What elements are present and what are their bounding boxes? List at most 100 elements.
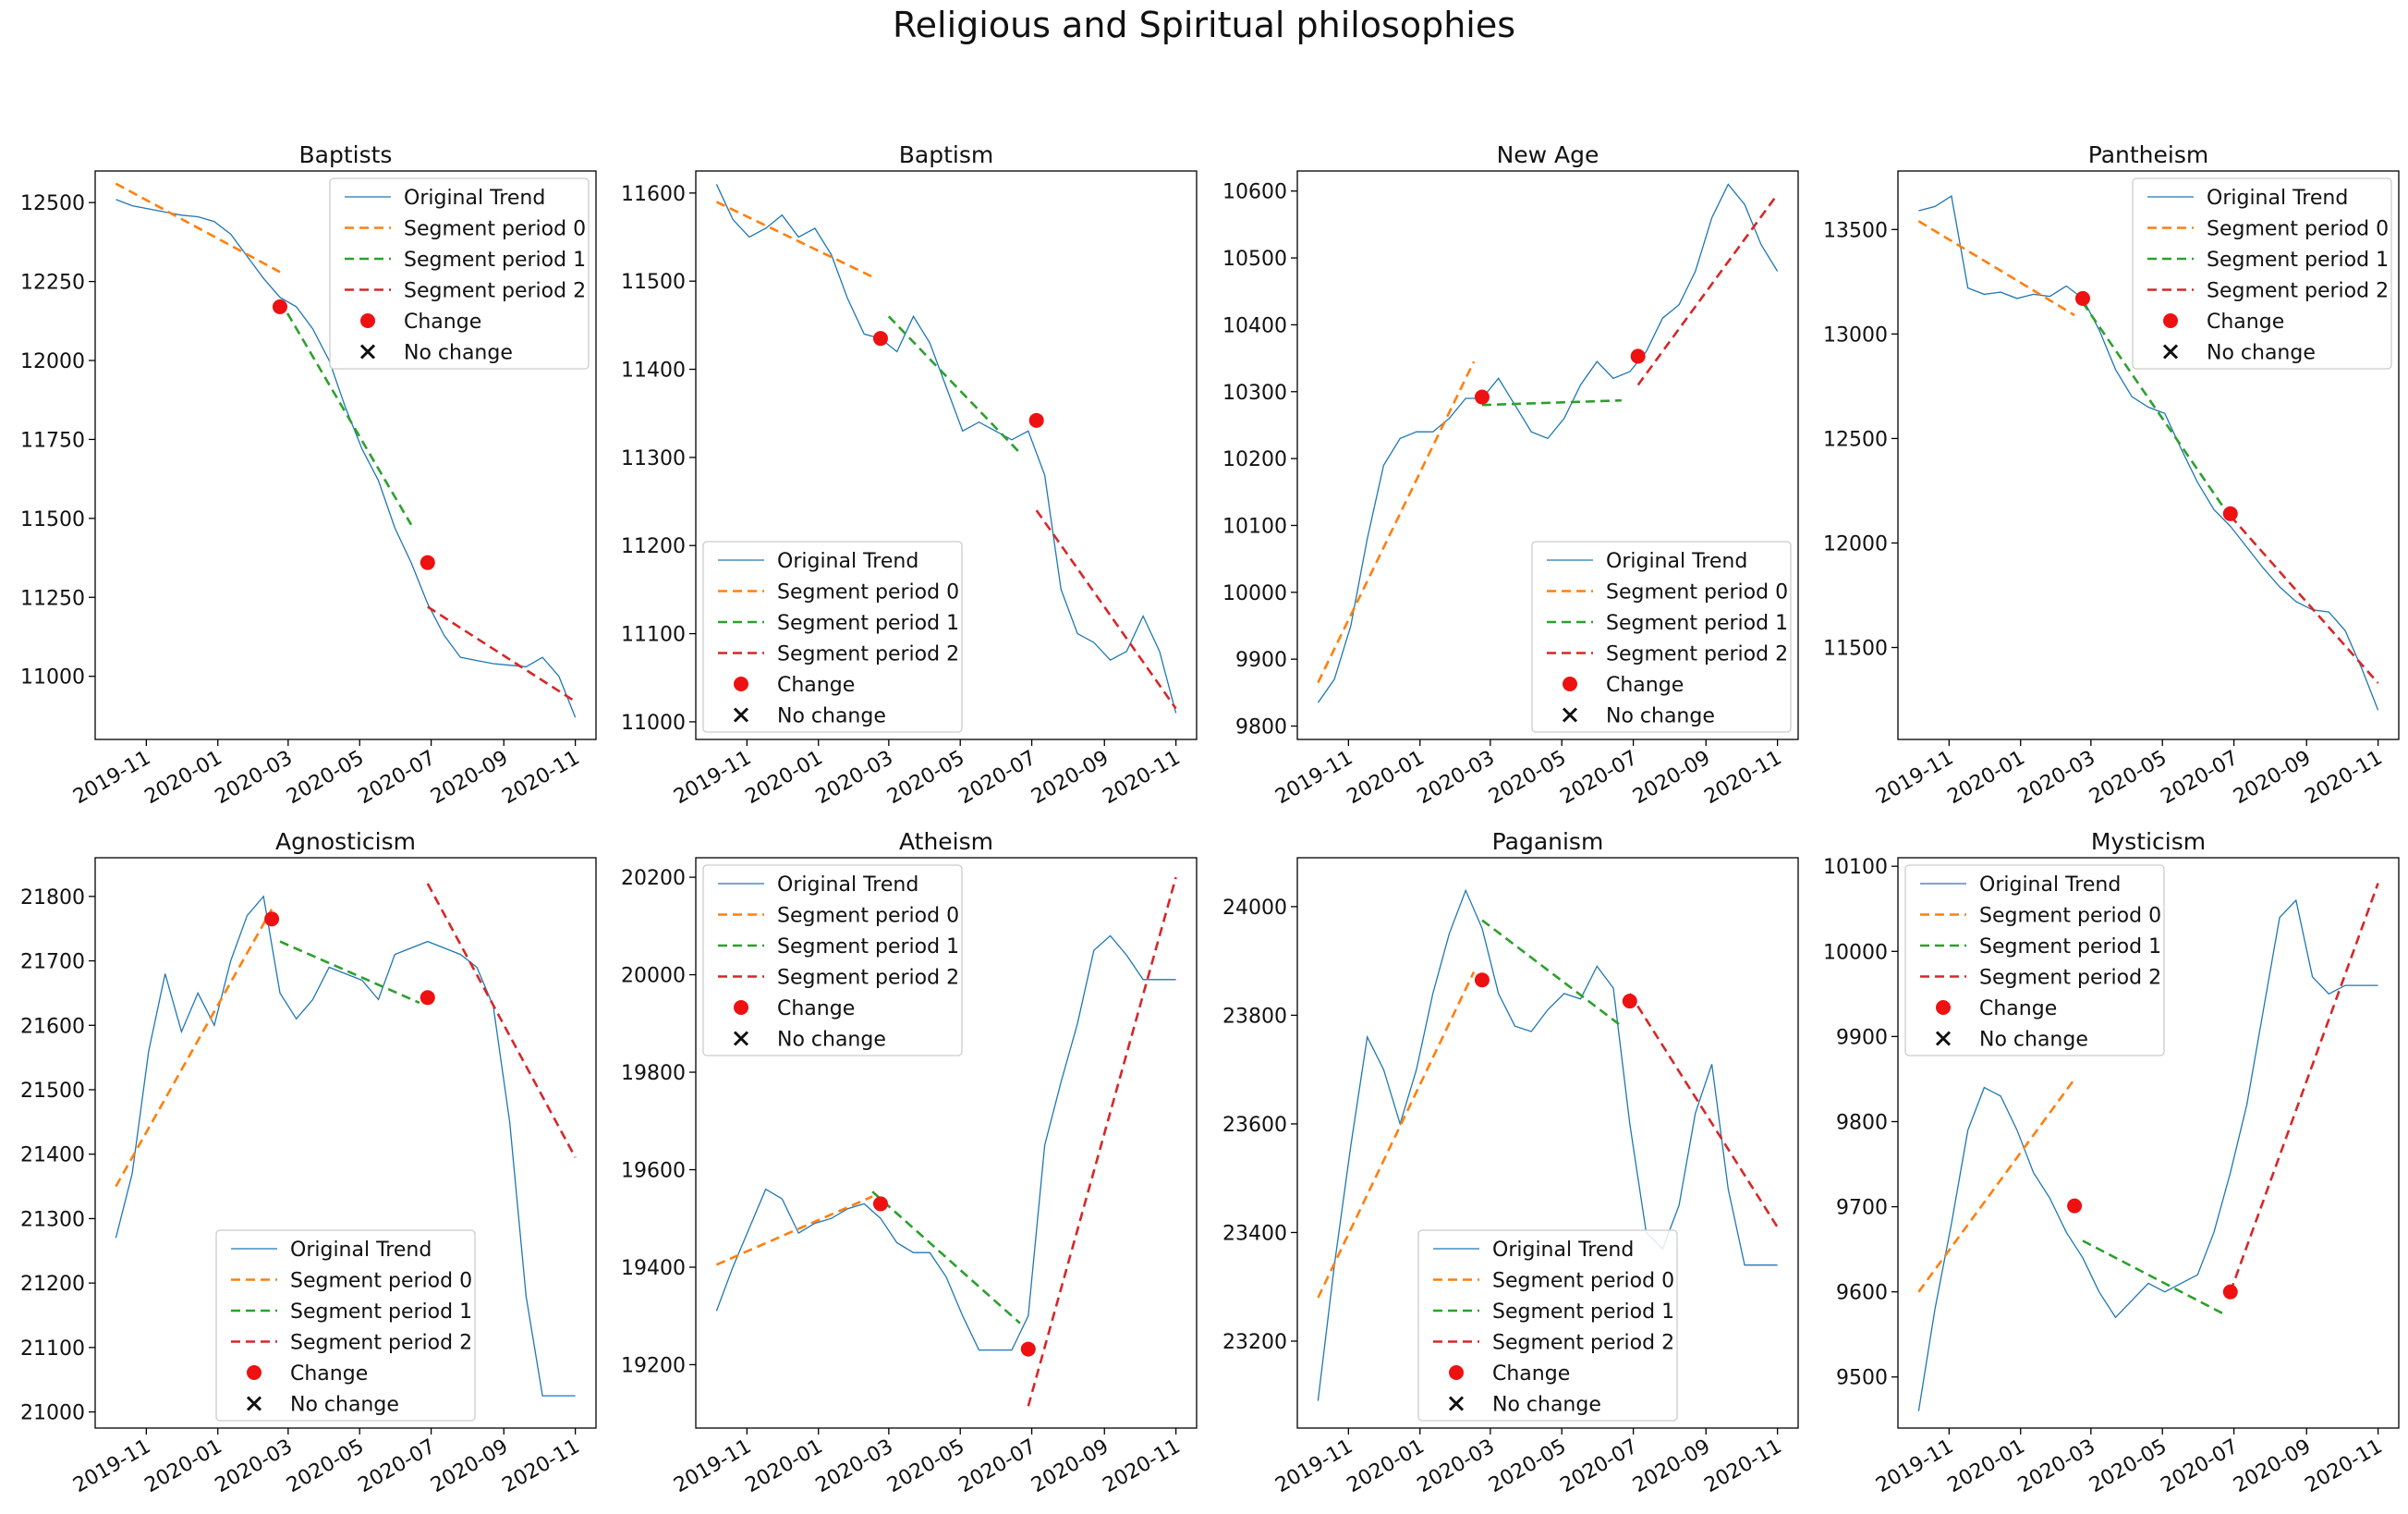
change-point-marker [420,990,435,1006]
y-tick-label: 10200 [1222,448,1287,471]
y-tick-label: 11500 [621,271,686,294]
subplot-title: Agnosticism [275,828,416,855]
segment-period-1-line [871,1190,1021,1325]
subplot-pantheism: Pantheism 11500 12000 12500 13000 13500 2019-1… [1823,141,2400,810]
y-tick-label: 21300 [20,1208,85,1231]
legend-label: Segment period 1 [404,249,586,272]
x-tick-label: 2020-05 [1485,1435,1570,1498]
y-tick-label: 9900 [1235,649,1287,672]
plot-area [715,184,1177,714]
x-tick-label: 2020-09 [2230,1435,2315,1498]
segment-period-2-line [1636,193,1779,386]
legend-label: Original Trend [290,1239,432,1262]
legend-label: Segment period 0 [777,581,959,604]
change-point-marker [1020,1341,1036,1357]
x-tick-label: 2020-09 [1028,1435,1113,1498]
segment-period-1-line [887,315,1021,455]
x-tick-label: 2020-07 [2157,747,2242,810]
axes-frame [695,170,1198,740]
y-tick-label: 9500 [1836,1367,1888,1390]
segment-period-2-line [1035,509,1177,710]
legend-label: Change [1606,674,1684,697]
legend: Original Trend Segment period 0 Segment pe… [2132,177,2392,370]
segment-period-1-line [1481,919,1623,1028]
legend-label: Segment period 1 [1492,1300,1674,1324]
legend-label: Segment period 2 [777,967,959,990]
x-tick-label: 2020-01 [1344,1435,1429,1498]
y-tick-label: 19600 [621,1160,686,1183]
x-tick-label: 2020-07 [955,1435,1040,1498]
axes-frame [695,857,1198,1429]
x-tick-label: 2020-09 [2230,747,2315,810]
segment-period-2-line [1628,993,1779,1228]
y-tick-label: 20000 [621,965,686,988]
y-tick-label: 24000 [1222,897,1287,920]
x-tick-label: 2020-05 [283,747,368,810]
axes-frame [1296,170,1799,740]
x-tick-label: 2020-11 [1100,747,1185,810]
legend-box [1417,1229,1678,1422]
x-tick-label: 2020-05 [1485,747,1570,810]
legend-label: Change [777,997,855,1020]
legend-label: Segment period 1 [777,935,959,958]
y-tick-label: 21200 [20,1273,85,1296]
legend-label: Segment period 2 [1606,643,1788,666]
segment-period-1-line [1481,398,1622,407]
y-tick-label: 11500 [20,508,85,531]
y-tick-label: 21600 [20,1015,85,1038]
y-tick-label: 19400 [621,1257,686,1280]
legend-label: Segment period 1 [1606,612,1788,635]
legend-label: No change [404,342,513,365]
subplot-mysticism: Mysticism 9500 9600 9700 9800 9900 10000 10100 2… [1823,828,2400,1498]
legend-swatch-no-change [2162,344,2179,360]
legend-box [702,541,963,733]
legend-box [215,1229,476,1422]
plot-area [115,883,577,1397]
x-tick-label: 2019-11 [1872,747,1957,810]
legend-label: Original Trend [1492,1239,1634,1262]
legend-swatch-no-change [1935,1031,1952,1046]
x-tick-label: 2020-01 [141,1435,226,1498]
legend-label: Segment period 0 [290,1270,472,1293]
x-tick-label: 2020-11 [1701,1435,1786,1498]
legend-label: No change [1606,705,1715,728]
legend-label: Change [1979,997,2057,1020]
change-point-marker [264,911,280,927]
x-tick-label: 2020-01 [742,1435,827,1498]
change-point-marker [1474,972,1490,988]
segment-period-0-line [715,201,873,278]
x-tick-label: 2020-07 [1556,1435,1641,1498]
legend-swatch-change [734,1000,748,1015]
legend-label: Segment period 1 [2207,249,2389,272]
axes-frame [1296,857,1799,1429]
change-point-marker [2222,506,2238,521]
legend-label: No change [1979,1029,2088,1052]
x-tick-label: 2020-03 [2014,1435,2099,1498]
axes-frame [94,170,597,740]
change-point-marker [272,299,287,314]
y-tick-label: 23200 [1222,1331,1287,1354]
y-tick-label: 21800 [20,886,85,910]
legend-label: Segment period 2 [290,1332,472,1355]
legend-label: Change [404,311,481,334]
y-tick-label: 11000 [621,712,686,735]
x-tick-label: 2020-03 [1414,1435,1499,1498]
y-tick-label: 10000 [1222,582,1287,605]
segment-period-2-line [2229,883,2379,1293]
figure-title: Religious and Spiritual philosophies [892,5,1516,45]
y-tick-label: 11750 [20,429,85,452]
segment-period-0-line [1317,360,1476,684]
legend-swatch-change [734,677,748,691]
legend-label: Original Trend [1979,873,2121,897]
x-tick-label: 2019-11 [1271,1435,1356,1498]
legend: Original Trend Segment period 0 Segment pe… [215,1229,476,1422]
original-trend-line [1917,898,2378,1411]
legend: Original Trend Segment period 0 Segment pe… [1531,541,1792,733]
segment-period-0-line [1917,1078,2076,1293]
x-tick-label: 2020-11 [2302,747,2387,810]
segment-period-0-line [1917,220,2075,317]
y-tick-label: 10500 [1222,248,1287,271]
segment-period-2-line [2229,515,2379,684]
legend-label: Change [290,1362,368,1386]
